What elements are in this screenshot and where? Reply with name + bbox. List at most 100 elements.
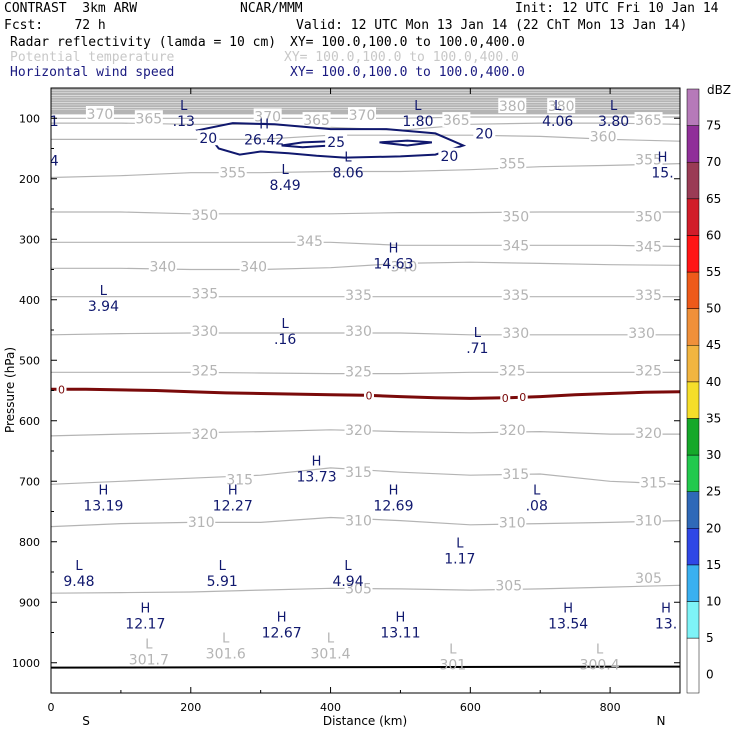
colorbar-swatch: [686, 454, 700, 492]
extremum-kind: H: [140, 601, 150, 616]
theta-label: 310: [499, 515, 526, 531]
extremum-kind: H: [259, 117, 269, 132]
theta-label: 325: [345, 365, 372, 381]
forecast-hour: Fcst: 72 h: [4, 18, 106, 33]
theta-label-bg: [498, 155, 527, 171]
wind-label: 20: [475, 126, 493, 142]
wind-label: 20: [440, 149, 458, 165]
colorbar-unit: dBZ: [707, 83, 731, 97]
theta-label-bg: [148, 258, 177, 274]
theta-label-bg: [634, 151, 663, 167]
theta-label-bg: [639, 474, 668, 490]
wind-label-bg: [325, 133, 348, 149]
y-tick-label: 200: [19, 173, 40, 186]
theta-label-bg: [634, 286, 663, 302]
freezing-label: 0: [502, 392, 509, 405]
extremum-kind: L: [474, 326, 482, 341]
freezing-label: 0: [58, 383, 65, 396]
theta-label-bg: [501, 237, 530, 253]
theta-label: 315: [502, 467, 529, 483]
colorbar-swatch: [686, 125, 700, 163]
theta-label-bg: [634, 570, 663, 586]
extremum-value: .84: [36, 154, 58, 170]
theta-contour-355: [51, 163, 680, 179]
extremum-kind: L: [533, 483, 541, 498]
theta-label-bg: [634, 112, 663, 128]
theta-label: 370: [87, 107, 114, 123]
extremum-value: .13: [173, 114, 195, 130]
extremum-kind: L: [554, 99, 562, 114]
colorbar-swatch: [686, 418, 700, 456]
theta-label: 345: [296, 234, 323, 250]
x-tick-label: 400: [320, 701, 341, 714]
y-tick-label: 400: [19, 294, 40, 307]
theta-label: 350: [635, 209, 662, 225]
extremum-value: .61: [36, 114, 58, 130]
extremum-value: 12.17: [125, 616, 165, 632]
y-tick-label: 600: [19, 415, 40, 428]
theta-label-bg: [344, 323, 373, 339]
theta-label: 330: [502, 326, 529, 342]
theta-label-bg: [501, 208, 530, 224]
extremum-kind: L: [344, 151, 352, 166]
x-tick-label: 600: [460, 701, 481, 714]
theta-label: 380: [548, 99, 575, 115]
theta-label-bg: [498, 98, 527, 114]
theta-label-bg: [589, 128, 618, 144]
theta-label: 340: [149, 259, 176, 275]
colorbar-label: 70: [706, 155, 721, 169]
extremum-value: 13.: [655, 616, 677, 632]
y-tick-label: 800: [19, 536, 40, 549]
extremum-value: 301.7: [129, 653, 169, 669]
extremum-kind: L: [219, 559, 227, 574]
init-time: Init: 12 UTC Fri 10 Jan 14: [515, 1, 719, 16]
extremum-kind: L: [282, 163, 290, 178]
y-tick-label: 900: [19, 596, 40, 609]
theta-label-bg: [239, 258, 268, 274]
theta-label: 315: [640, 475, 667, 491]
colorbar-swatch: [686, 491, 700, 529]
wind-contour-20: [195, 122, 467, 159]
freezing-label: 0: [365, 389, 372, 402]
colorbar-swatch: [686, 88, 700, 126]
valid-time: Valid: 12 UTC Mon 13 Jan 14 (22 ChT Mon …: [296, 18, 688, 33]
x-endpoint-left: S: [82, 714, 90, 728]
theta-label-bg: [634, 362, 663, 378]
plot-contents: 370 365 370 365 370 365 380 380 365 360 355 355 355 3…: [36, 88, 680, 674]
freezing-label-bg: [56, 382, 67, 396]
extremum-kind: L: [414, 99, 422, 114]
theta-label-bg: [344, 286, 373, 302]
extremum-value: 12.27: [213, 498, 253, 514]
extremum-kind: H: [277, 610, 287, 625]
theta-label-bg: [501, 325, 530, 341]
extremum-value: 300.4: [580, 658, 620, 674]
colorbar: 0 5 10 15 20 25 30 35 40 45 50 55 60 65 70 75: [686, 88, 721, 694]
y-tick-label: 300: [19, 233, 40, 246]
colorbar-swatch: [686, 601, 700, 639]
theta-label: 320: [635, 426, 662, 442]
theta-label-bg: [442, 112, 471, 128]
colorbar-swatch: [686, 308, 700, 346]
field-xy-wind: XY= 100.0,100.0 to 100.0,400.0: [290, 65, 525, 80]
theta-label-bg: [225, 471, 254, 487]
theta-label-bg: [344, 464, 373, 480]
theta-label: 320: [345, 423, 372, 439]
theta-label-bg: [498, 514, 527, 530]
theta-label: 330: [191, 324, 218, 340]
extremum-kind: H: [312, 454, 322, 469]
theta-label: 330: [628, 326, 655, 342]
colorbar-label: 10: [706, 594, 721, 608]
theta-label-bg: [190, 426, 219, 442]
extremum-kind: L: [327, 632, 335, 647]
colorbar-swatch: [686, 161, 700, 200]
extremum-kind: L: [344, 559, 352, 574]
theta-label-bg: [190, 207, 219, 223]
plot-area: 370 365 370 365 370 365 380 380 365 360 355 355 355 3…: [36, 88, 680, 674]
theta-label: 370: [349, 108, 376, 124]
extremum-kind: H: [658, 151, 668, 166]
freezing-label-bg: [500, 390, 511, 404]
theta-label-bg: [634, 208, 663, 224]
wind-label: 20: [199, 131, 217, 147]
theta-label: 355: [635, 152, 662, 168]
theta-label-bg: [501, 465, 530, 481]
